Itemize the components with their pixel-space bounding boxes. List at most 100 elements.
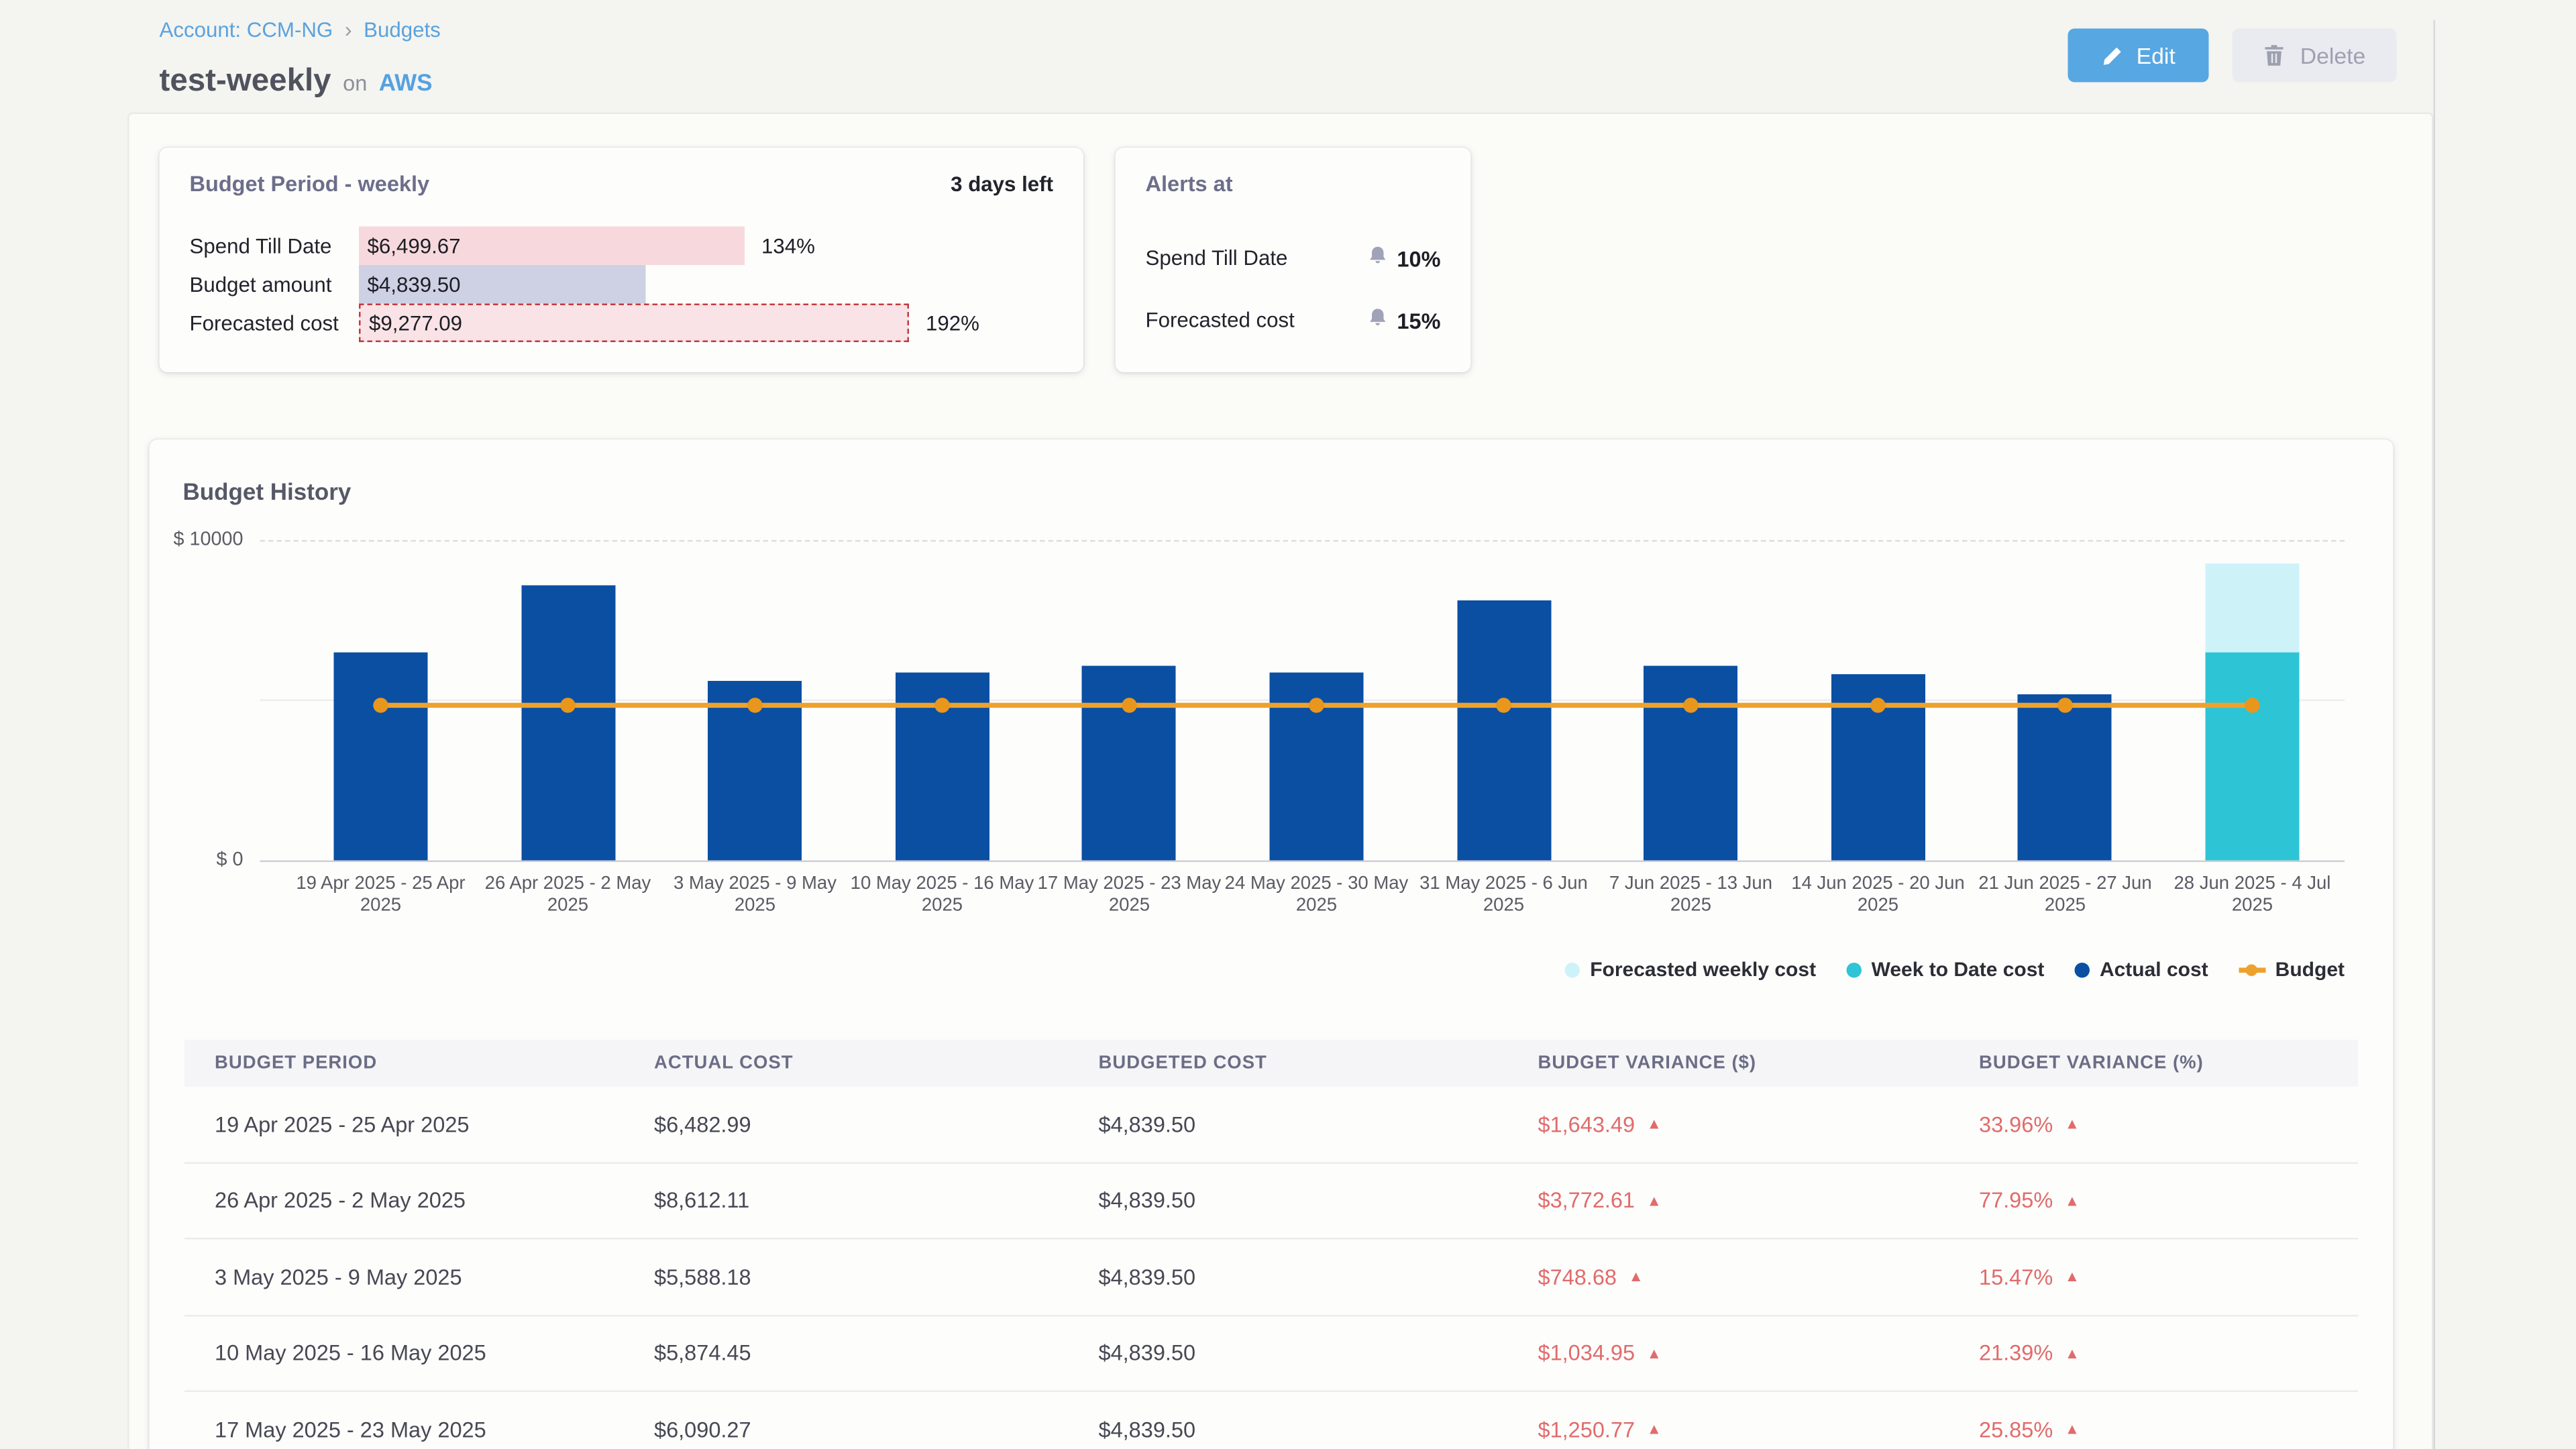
legend-item[interactable]: Budget xyxy=(2238,958,2345,981)
cell-budget-variance-usd: $1,034.95 ▲ xyxy=(1538,1340,1662,1366)
actual-cost-bar[interactable] xyxy=(895,672,989,861)
trend-up-icon: ▲ xyxy=(2064,1344,2080,1362)
cell-budgeted-cost: $4,839.50 xyxy=(1098,1111,1196,1137)
x-axis-line xyxy=(260,860,2345,862)
alert-threshold: 15% xyxy=(1366,307,1441,334)
actual-cost-bar[interactable] xyxy=(1082,665,1177,861)
trend-up-icon: ▲ xyxy=(1646,1421,1662,1438)
delete-button[interactable]: Delete xyxy=(2232,28,2397,83)
legend-dot-icon xyxy=(2074,961,2090,977)
cell-budget-variance-pct: 33.96% ▲ xyxy=(1979,1111,2080,1137)
cell-budget-variance-pct: 77.95% ▲ xyxy=(1979,1187,2080,1214)
legend-item[interactable]: Actual cost xyxy=(2074,958,2208,981)
page-title: test-weekly xyxy=(159,64,331,99)
trash-icon xyxy=(2263,44,2287,67)
y-tick-0: $ 0 xyxy=(216,850,244,871)
cell-budget-period: 19 Apr 2025 - 25 Apr 2025 xyxy=(215,1111,470,1137)
page-title-row: test-weekly on AWS xyxy=(160,64,433,101)
actual-cost-bar[interactable] xyxy=(1831,674,1925,861)
x-axis-label: 21 Jun 2025 - 27 Jun 2025 xyxy=(1978,873,2152,916)
x-axis-label: 17 May 2025 - 23 May 2025 xyxy=(1037,873,1222,916)
alert-threshold-value: 15% xyxy=(1397,307,1441,333)
table-header-cell: Budget Variance ($) xyxy=(1538,1053,1757,1073)
alert-threshold: 10% xyxy=(1366,245,1441,272)
budget-history-table: Budget Period Actual Cost Budgeted Cost Bud… xyxy=(184,1040,2358,1449)
legend-dot-icon xyxy=(1846,961,1862,977)
cell-budget-variance-usd: $748.68 ▲ xyxy=(1538,1264,1644,1289)
budget-period-title: Budget Period - weekly xyxy=(189,171,430,197)
table-row[interactable]: 17 May 2025 - 23 May 2025 $6,090.27 $4,839… xyxy=(184,1392,2358,1449)
table-row[interactable]: 3 May 2025 - 9 May 2025 $5,588.18 $4,839.5… xyxy=(184,1240,2358,1316)
actual-cost-bar[interactable] xyxy=(1456,599,1551,861)
page-title-connector: on xyxy=(343,70,368,96)
y-tick-10000: $ 10000 xyxy=(173,530,244,550)
alerts-card: Alerts at Spend Till Date 10% Forecasted c… xyxy=(1115,148,1471,372)
days-left-label: 3 days left xyxy=(951,172,1053,196)
table-header-cell: Budget Period xyxy=(215,1053,378,1073)
x-axis-label: 31 May 2025 - 6 Jun 2025 xyxy=(1419,873,1588,916)
x-axis-label: 24 May 2025 - 30 May 2025 xyxy=(1224,873,1409,916)
table-row[interactable]: 26 Apr 2025 - 2 May 2025 $8,612.11 $4,839.… xyxy=(184,1163,2358,1240)
percent-of-budget-label: 192% xyxy=(926,311,979,335)
cell-actual-cost: $6,482.99 xyxy=(654,1111,751,1137)
trend-up-icon: ▲ xyxy=(2064,1116,2080,1133)
x-axis-label: 19 Apr 2025 - 25 Apr 2025 xyxy=(296,873,466,916)
actual-cost-bar[interactable] xyxy=(521,584,615,861)
pencil-icon xyxy=(2101,44,2123,66)
cell-budget-period: 3 May 2025 - 9 May 2025 xyxy=(215,1264,462,1289)
alert-row-label: Spend Till Date xyxy=(1145,246,1288,270)
forecasted-weekly-cost-bar[interactable] xyxy=(2205,563,2300,653)
breadcrumb-account-link[interactable]: Account: CCM-NG xyxy=(159,17,333,42)
cell-actual-cost: $5,588.18 xyxy=(654,1264,751,1289)
forecast-amount-bar: $9,277.09 xyxy=(359,303,909,342)
legend-label: Actual cost xyxy=(2099,957,2208,981)
actual-cost-bar[interactable] xyxy=(1269,673,1364,861)
cell-budget-variance-usd: $3,772.61 ▲ xyxy=(1538,1187,1662,1214)
cell-budget-period: 26 Apr 2025 - 2 May 2025 xyxy=(215,1187,466,1214)
legend-label: Forecasted weekly cost xyxy=(1590,957,1817,981)
x-axis-label: 10 May 2025 - 16 May 2025 xyxy=(850,873,1034,916)
budget-history-title: Budget History xyxy=(182,478,352,505)
scroll-edge-divider xyxy=(2433,20,2435,1449)
actual-cost-bar[interactable] xyxy=(333,652,428,861)
budget-period-card: Budget Period - weekly 3 days left Spend… xyxy=(159,148,1083,372)
legend-label: Week to Date cost xyxy=(1871,957,2045,981)
trend-up-icon: ▲ xyxy=(2064,1268,2080,1285)
budget-amount-bar: $4,839.50 xyxy=(359,265,646,304)
trend-up-icon: ▲ xyxy=(1628,1268,1644,1285)
gridline-10000 xyxy=(260,540,2345,542)
x-axis-label: 28 Jun 2025 - 4 Jul 2025 xyxy=(2174,873,2331,916)
x-axis-label: 7 Jun 2025 - 13 Jun 2025 xyxy=(1609,873,1773,916)
trend-up-icon: ▲ xyxy=(1646,1116,1662,1133)
cell-budget-period: 17 May 2025 - 23 May 2025 xyxy=(215,1416,486,1442)
legend-item[interactable]: Week to Date cost xyxy=(1846,958,2044,981)
budget-history-card: Budget History $ 10000 $ 0 19 Apr 2025 -… xyxy=(149,439,2394,1449)
cell-budget-variance-pct: 15.47% ▲ xyxy=(1979,1264,2080,1289)
legend-item[interactable]: Forecasted weekly cost xyxy=(1564,957,1817,981)
cell-budgeted-cost: $4,839.50 xyxy=(1098,1187,1196,1214)
table-header-row: Budget Period Actual Cost Budgeted Cost Bud… xyxy=(184,1040,2358,1087)
trend-up-icon: ▲ xyxy=(2064,1191,2080,1209)
alert-row: Forecasted cost 15% xyxy=(1146,307,1441,334)
cell-budgeted-cost: $4,839.50 xyxy=(1098,1264,1196,1289)
table-row[interactable]: 10 May 2025 - 16 May 2025 $5,874.45 $4,839… xyxy=(184,1316,2358,1392)
trend-up-icon: ▲ xyxy=(1646,1191,1662,1209)
x-axis-label: 26 Apr 2025 - 2 May 2025 xyxy=(484,873,651,916)
actual-cost-bar[interactable] xyxy=(2018,694,2112,861)
cell-budgeted-cost: $4,839.50 xyxy=(1098,1340,1196,1366)
chevron-right-icon: › xyxy=(344,17,352,42)
actual-cost-bar[interactable] xyxy=(708,681,802,861)
bell-icon xyxy=(1366,307,1389,334)
spend-amount-bar: $6,499.67 xyxy=(359,226,745,265)
alert-row: Spend Till Date 10% xyxy=(1146,245,1441,272)
edit-button[interactable]: Edit xyxy=(2068,28,2209,83)
cell-actual-cost: $5,874.45 xyxy=(654,1340,751,1366)
breadcrumb-budgets-link[interactable]: Budgets xyxy=(364,17,441,42)
week-to-date-cost-bar[interactable] xyxy=(2205,652,2300,861)
percent-of-budget-label: 134% xyxy=(761,233,815,258)
actual-cost-bar[interactable] xyxy=(1644,665,1738,861)
breadcrumb: Account: CCM-NG › Budgets xyxy=(160,17,441,42)
table-row[interactable]: 19 Apr 2025 - 25 Apr 2025 $6,482.99 $4,839… xyxy=(184,1087,2358,1163)
trend-up-icon: ▲ xyxy=(1646,1344,1662,1362)
